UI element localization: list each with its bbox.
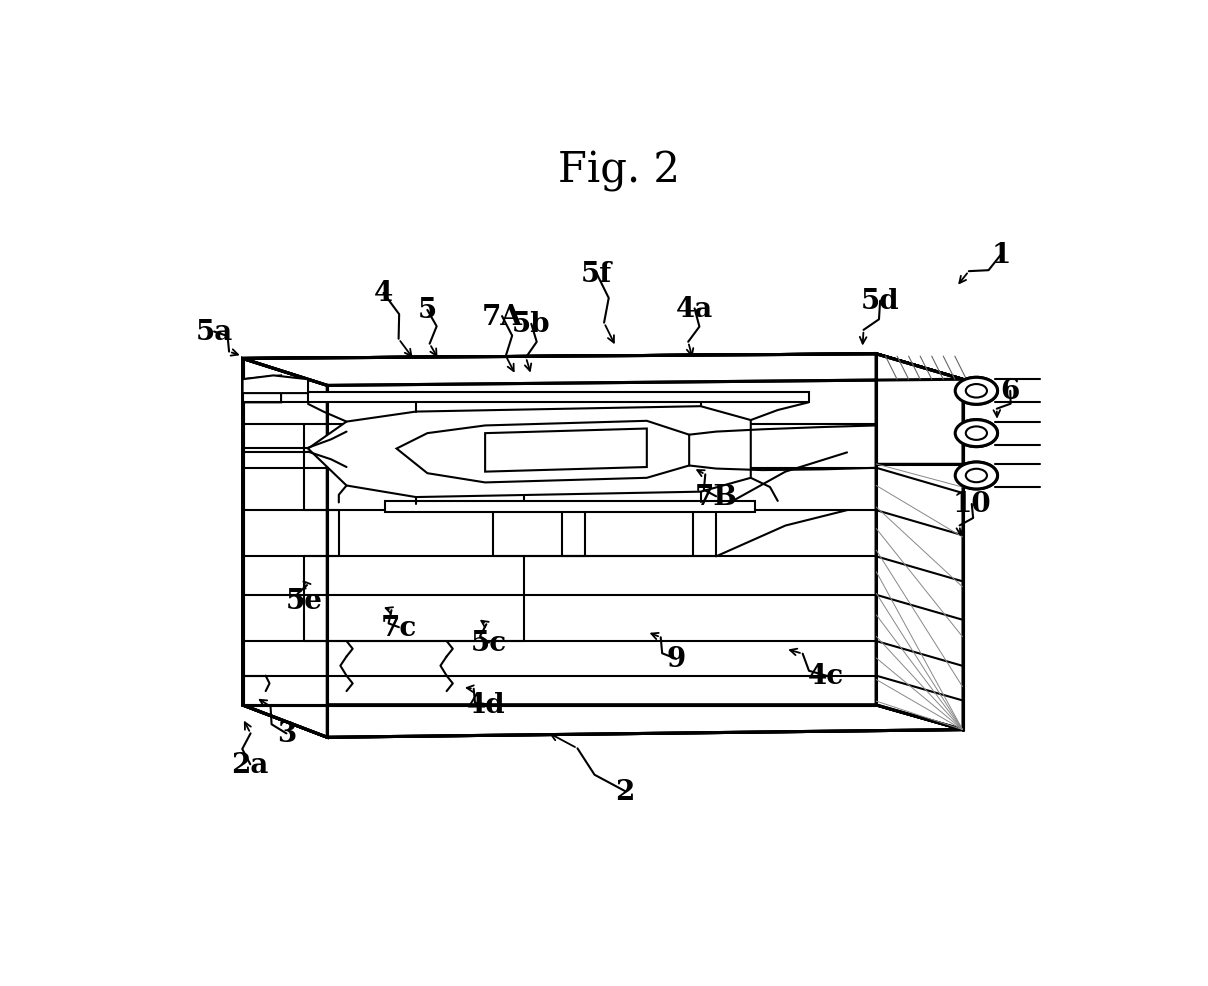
- Polygon shape: [408, 420, 704, 481]
- Polygon shape: [385, 502, 755, 512]
- Polygon shape: [876, 355, 963, 730]
- Text: 2: 2: [616, 778, 635, 805]
- Text: 5a: 5a: [196, 318, 233, 346]
- Ellipse shape: [956, 462, 998, 489]
- Text: 5e: 5e: [285, 588, 323, 615]
- Ellipse shape: [956, 420, 998, 448]
- Text: 5f: 5f: [581, 261, 612, 288]
- Text: 5c: 5c: [471, 629, 507, 657]
- Polygon shape: [308, 391, 755, 403]
- Text: 9: 9: [667, 646, 686, 672]
- Polygon shape: [243, 705, 963, 738]
- Text: 5b: 5b: [512, 311, 551, 338]
- Polygon shape: [876, 355, 963, 464]
- Polygon shape: [243, 359, 327, 738]
- Text: 7A: 7A: [482, 304, 523, 330]
- Polygon shape: [243, 355, 963, 386]
- Ellipse shape: [966, 428, 986, 440]
- Text: 4a: 4a: [676, 296, 713, 322]
- Ellipse shape: [965, 427, 987, 441]
- Ellipse shape: [956, 420, 998, 448]
- Polygon shape: [243, 355, 876, 705]
- Polygon shape: [243, 359, 327, 738]
- Text: 10: 10: [952, 491, 991, 518]
- Polygon shape: [396, 421, 690, 483]
- Text: 4: 4: [373, 280, 393, 308]
- Text: 6: 6: [1000, 378, 1020, 405]
- Text: 5: 5: [418, 297, 437, 324]
- Polygon shape: [486, 429, 646, 472]
- Polygon shape: [243, 355, 876, 705]
- Polygon shape: [308, 495, 755, 505]
- Text: Fig. 2: Fig. 2: [558, 150, 680, 191]
- Text: 7B: 7B: [695, 483, 738, 511]
- Text: 3: 3: [277, 720, 296, 747]
- Text: 7c: 7c: [381, 614, 417, 641]
- Ellipse shape: [956, 378, 998, 405]
- Text: 5d: 5d: [861, 288, 900, 315]
- Ellipse shape: [965, 469, 987, 483]
- Polygon shape: [243, 376, 281, 403]
- Polygon shape: [496, 428, 662, 468]
- Polygon shape: [243, 355, 876, 705]
- Polygon shape: [876, 355, 963, 468]
- Text: 1: 1: [992, 242, 1011, 269]
- Text: 2a: 2a: [232, 751, 269, 778]
- Polygon shape: [308, 392, 808, 403]
- Polygon shape: [243, 355, 963, 386]
- Polygon shape: [243, 705, 963, 738]
- Ellipse shape: [965, 385, 987, 398]
- Text: 4d: 4d: [467, 691, 506, 718]
- Ellipse shape: [956, 462, 998, 489]
- Polygon shape: [321, 403, 753, 501]
- Polygon shape: [876, 355, 963, 730]
- Polygon shape: [243, 376, 308, 393]
- Ellipse shape: [966, 470, 986, 482]
- Polygon shape: [308, 407, 750, 498]
- Ellipse shape: [966, 386, 986, 397]
- Ellipse shape: [956, 378, 998, 405]
- Text: 4c: 4c: [808, 663, 844, 689]
- Polygon shape: [876, 464, 963, 730]
